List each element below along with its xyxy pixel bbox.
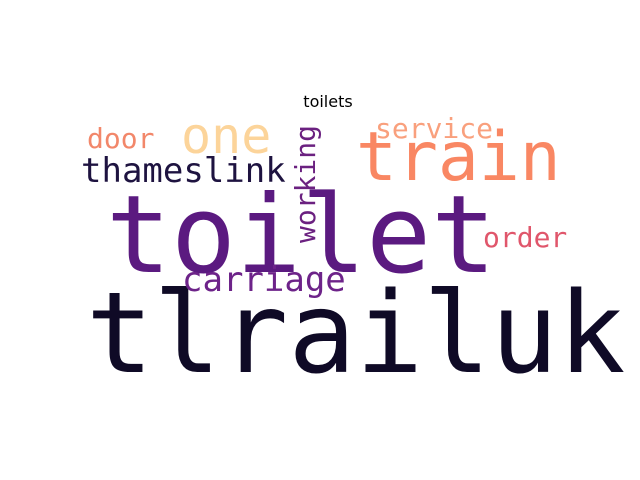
word-order: order — [483, 221, 568, 254]
word-train: train — [356, 118, 561, 197]
word-carriage: carriage — [182, 260, 346, 300]
chart-title: toilets — [303, 92, 353, 111]
word-one: one — [181, 107, 272, 165]
word-tlrailuk: tlrailuk — [86, 269, 626, 399]
word-service: service — [375, 112, 494, 145]
word-toilet: toilet — [106, 173, 497, 298]
word-door: door — [87, 122, 155, 155]
word-working: working — [289, 124, 322, 243]
word-thameslink: thameslink — [81, 151, 286, 191]
